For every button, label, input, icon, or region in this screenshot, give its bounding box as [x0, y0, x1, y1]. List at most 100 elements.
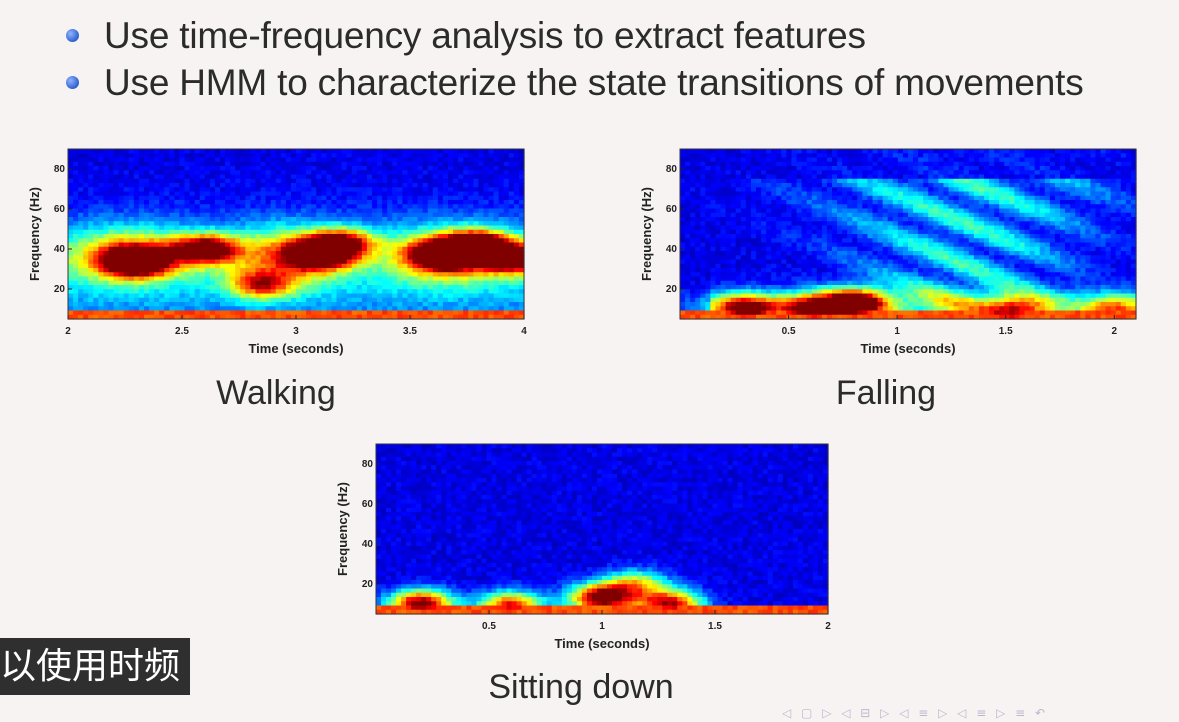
heatmap-cell — [756, 229, 762, 235]
heatmap-cell — [442, 161, 449, 167]
heatmap-cell — [442, 268, 449, 273]
heatmap-cell — [432, 149, 439, 154]
heatmap-cell — [680, 212, 686, 218]
heatmap-cell — [442, 229, 449, 235]
heatmap-cell — [316, 272, 322, 278]
heatmap-cell — [407, 217, 414, 222]
heatmap-cell — [214, 251, 221, 256]
heatmap-cell — [133, 157, 140, 163]
heatmap-cell — [245, 149, 251, 154]
heatmap-cell — [513, 200, 520, 205]
heatmap-cell — [174, 268, 181, 273]
heatmap-cell — [321, 204, 327, 210]
heatmap-cell — [108, 195, 115, 201]
heatmap-cell — [725, 166, 732, 171]
heatmap-cell — [786, 212, 793, 218]
heatmap-cell — [680, 153, 686, 159]
heatmap-cell — [133, 302, 140, 307]
heatmap-cell — [720, 153, 727, 159]
heatmap-cell — [98, 183, 105, 188]
heatmap-cell — [832, 280, 838, 286]
heatmap-cell — [816, 225, 823, 231]
heatmap-cell — [331, 285, 338, 290]
heatmap-cell — [255, 314, 262, 320]
heatmap-cell — [826, 263, 833, 269]
heatmap-cell — [700, 276, 706, 282]
heatmap-cell — [448, 208, 454, 214]
heatmap-cell — [695, 187, 701, 193]
heatmap-cell — [837, 272, 843, 278]
heatmap-cell — [321, 259, 327, 265]
heatmap-cell — [372, 297, 378, 303]
heatmap-cell — [311, 255, 317, 261]
heatmap-cell — [154, 272, 160, 278]
heatmap-cell — [453, 221, 459, 227]
heatmap-cell — [341, 310, 348, 316]
heatmap-cell — [468, 306, 474, 312]
heatmap-cell — [826, 208, 833, 214]
heatmap-cell — [174, 170, 181, 176]
heatmap-cell — [387, 285, 393, 290]
heatmap-cell — [108, 255, 115, 261]
heatmap-cell — [710, 255, 717, 261]
heatmap-cell — [169, 157, 175, 163]
heatmap-cell — [265, 212, 272, 218]
heatmap-cell — [306, 259, 312, 265]
heatmap-cell — [311, 268, 317, 273]
heatmap-cell — [265, 289, 272, 295]
heatmap-cell — [260, 314, 267, 320]
heatmap-cell — [123, 195, 130, 201]
heatmap-cell — [346, 234, 353, 239]
heatmap-cell — [138, 225, 145, 231]
heatmap-cell — [341, 225, 348, 231]
heatmap-cell — [285, 310, 292, 316]
heatmap-cell — [235, 276, 241, 282]
heatmap-cell — [832, 149, 838, 154]
heatmap-cell — [88, 268, 94, 273]
heatmap-cell — [154, 306, 160, 312]
heatmap-cell — [503, 170, 510, 176]
heatmap-cell — [240, 268, 246, 273]
heatmap-cell — [437, 272, 444, 278]
heatmap-cell — [766, 238, 772, 244]
heatmap-cell — [78, 221, 84, 227]
heatmap-cell — [503, 306, 510, 312]
heatmap-cell — [402, 161, 409, 167]
heatmap-cell — [811, 183, 818, 188]
heatmap-cell — [346, 183, 353, 188]
heatmap-cell — [806, 187, 813, 193]
heatmap-cell — [382, 285, 388, 290]
heatmap-cell — [453, 187, 459, 193]
heatmap-cell — [387, 191, 393, 197]
heatmap-cell — [417, 289, 424, 295]
heatmap-cell — [503, 246, 510, 252]
heatmap-cell — [225, 297, 231, 303]
heatmap-cell — [735, 200, 742, 205]
heatmap-cell — [847, 293, 853, 299]
heatmap-cell — [387, 234, 393, 239]
heatmap-cell — [214, 221, 221, 227]
heatmap-cell — [811, 289, 818, 295]
heatmap-cell — [93, 293, 99, 299]
heatmap-cell — [518, 178, 525, 184]
heatmap-cell — [417, 314, 424, 320]
heatmap-cell — [245, 251, 251, 256]
heatmap-cell — [68, 285, 74, 290]
heatmap-cell — [356, 259, 363, 265]
heatmap-cell — [493, 276, 500, 282]
heatmap-cell — [68, 276, 74, 282]
heatmap-cell — [680, 170, 686, 176]
heatmap-cell — [296, 217, 302, 222]
heatmap-cell — [255, 280, 262, 286]
heatmap-cell — [427, 289, 434, 295]
heatmap-cell — [118, 259, 125, 265]
heatmap-cell — [103, 178, 110, 184]
heatmap-cell — [372, 178, 378, 184]
heatmap-cell — [422, 200, 429, 205]
heatmap-cell — [806, 259, 813, 265]
heatmap-cell — [128, 263, 135, 269]
heatmap-cell — [458, 174, 464, 180]
heatmap-cell — [194, 149, 201, 154]
heatmap-cell — [832, 238, 838, 244]
